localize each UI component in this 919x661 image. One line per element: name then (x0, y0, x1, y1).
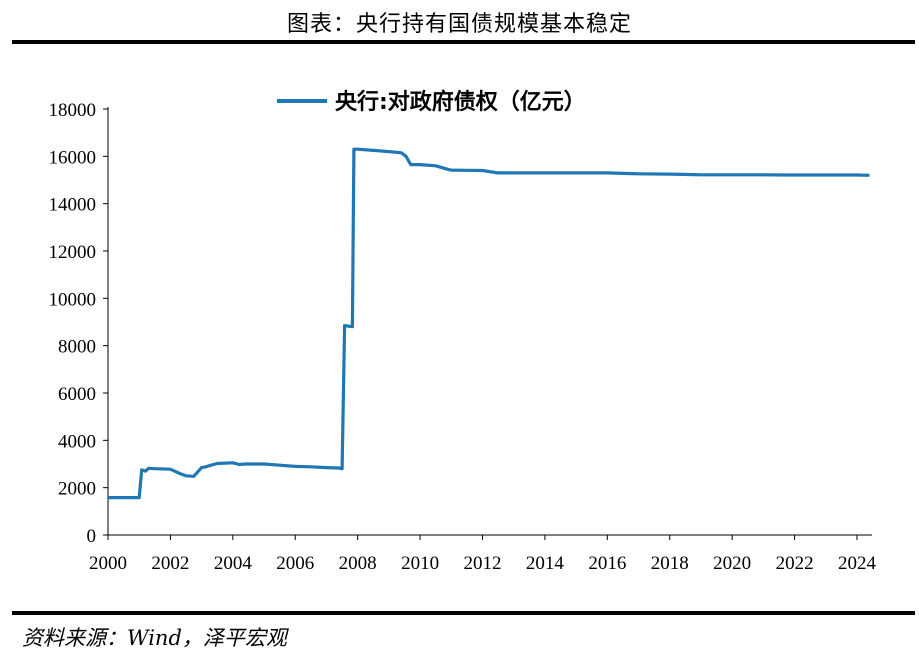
y-tick-label: 4000 (58, 431, 96, 452)
y-tick-label: 2000 (58, 479, 96, 500)
y-tick-label: 16000 (49, 147, 97, 168)
y-tick-label: 12000 (49, 242, 97, 263)
x-tick-label: 2024 (838, 553, 877, 574)
y-tick-label: 8000 (58, 337, 96, 358)
x-tick-label: 2010 (401, 553, 439, 574)
legend: 央行:对政府债权（亿元） (277, 89, 586, 115)
y-tick-label: 0 (87, 526, 97, 547)
series-marks (108, 147, 870, 500)
x-tick-label: 2008 (339, 553, 377, 574)
series-line-0 (108, 147, 870, 500)
x-tick-label: 2000 (89, 553, 127, 574)
y-tick-label: 14000 (49, 195, 97, 216)
x-tick-label: 2022 (776, 553, 814, 574)
x-tick-label: 2016 (588, 553, 626, 574)
source-note: 资料来源：Wind，泽平宏观 (22, 626, 287, 650)
top-rule (12, 40, 915, 44)
y-tick-label: 10000 (49, 289, 97, 310)
chart: 0 2000 4000 6000 8000 10000 12000 14000 16000 180… (49, 89, 877, 574)
axes: 0 2000 4000 6000 8000 10000 12000 14000 16000 180… (49, 100, 877, 574)
x-tick-label: 2014 (526, 553, 565, 574)
x-tick-label: 2002 (151, 553, 189, 574)
x-tick-label: 2020 (713, 553, 751, 574)
y-tick-label: 18000 (49, 100, 97, 121)
legend-label: 央行:对政府债权（亿元） (335, 89, 586, 115)
x-tick-label: 2018 (651, 553, 689, 574)
x-tick-label: 2004 (214, 553, 253, 574)
x-tick-label: 2006 (276, 553, 314, 574)
x-tick-label: 2012 (464, 553, 502, 574)
bottom-rule (12, 611, 915, 615)
y-tick-label: 6000 (58, 384, 96, 405)
figure-title: 图表：央行持有国债规模基本稳定 (286, 12, 632, 37)
